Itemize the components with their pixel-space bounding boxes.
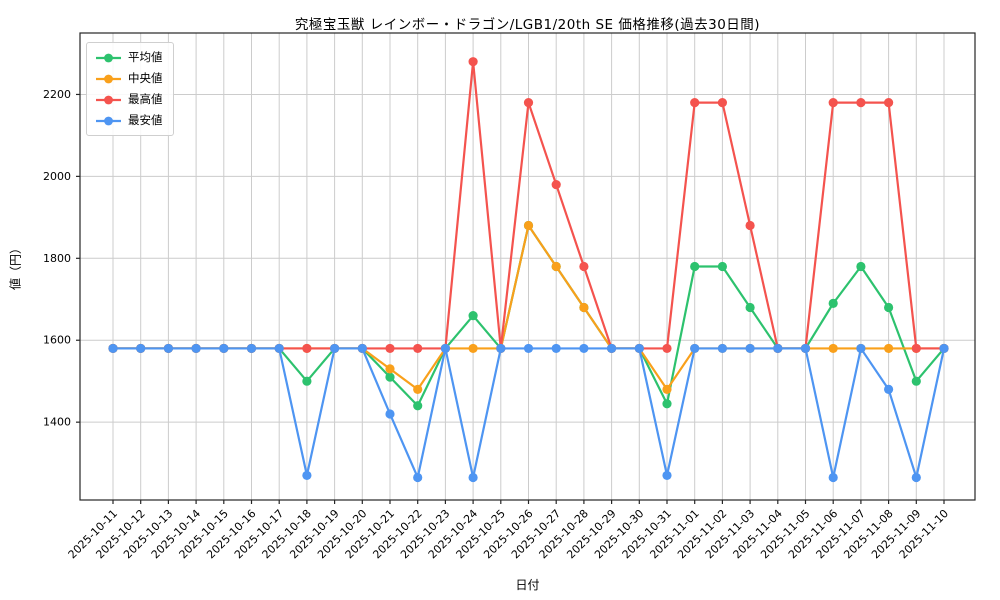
series-min-marker — [219, 343, 229, 354]
series-max-marker — [413, 343, 423, 354]
legend: 平均値中央値最高値最安値 — [86, 42, 174, 136]
series-min-marker — [856, 343, 866, 354]
series-max-marker — [302, 343, 312, 354]
series-max-marker — [884, 98, 894, 108]
series-avg-marker — [828, 298, 838, 308]
series-max-marker — [856, 98, 866, 108]
series-max-marker — [745, 220, 755, 231]
legend-marker-min — [96, 116, 121, 125]
series-max-marker — [468, 57, 478, 67]
series-median-marker — [413, 384, 423, 394]
series-avg-marker — [717, 261, 728, 272]
series-median-marker — [579, 302, 589, 313]
y-tick-label: 2000 — [43, 170, 71, 183]
y-tick-label: 1400 — [43, 416, 71, 429]
series-min-marker — [800, 343, 811, 354]
series-min-marker — [745, 343, 755, 354]
series-avg-marker — [745, 302, 755, 313]
legend-marker-max — [96, 95, 121, 104]
series-avg-marker — [662, 399, 672, 409]
series-min-marker — [108, 343, 118, 354]
series-median-marker — [468, 343, 478, 354]
series-max-marker — [717, 98, 728, 108]
series-min-marker — [440, 343, 450, 354]
series-min-marker — [385, 409, 395, 419]
series-min-marker — [496, 343, 506, 354]
series-min-marker — [662, 470, 672, 481]
series-min-marker — [717, 343, 728, 354]
series-avg-marker — [690, 261, 700, 272]
chart-title: 究極宝玉獣 レインボー・ドラゴン/LGB1/20th SE 価格推移(過去30日… — [294, 17, 761, 33]
legend-label-avg: 平均値 — [128, 50, 163, 64]
series-min-marker — [246, 343, 257, 354]
series-max-marker — [690, 98, 700, 108]
series-min-marker — [607, 343, 617, 354]
series-max-marker — [523, 98, 534, 108]
series-min-marker — [413, 472, 423, 483]
legend-marker-median — [96, 74, 121, 83]
legend-item-min: 最安値 — [95, 112, 163, 129]
series-max-marker — [551, 179, 561, 190]
y-tick-label: 1600 — [43, 334, 71, 347]
series-min-marker — [468, 472, 478, 483]
series-min-marker — [911, 472, 921, 483]
series-min-marker — [939, 343, 949, 354]
series-min-marker — [579, 343, 589, 354]
series-avg-marker — [385, 372, 395, 382]
series-min-marker — [274, 343, 284, 354]
series-min-marker — [634, 343, 644, 354]
series-max-marker — [385, 343, 395, 354]
series-min-marker — [357, 343, 367, 354]
legend-label-max: 最高値 — [128, 92, 163, 106]
legend-marker-avg — [96, 53, 121, 62]
series-avg-marker — [468, 311, 478, 321]
legend-item-avg: 平均値 — [95, 49, 163, 66]
series-median-marker — [551, 261, 561, 272]
series-avg-marker — [302, 376, 312, 386]
series-min-marker — [191, 343, 201, 354]
series-min-marker — [136, 343, 146, 354]
series-avg-marker — [856, 261, 866, 272]
series-median-marker — [828, 343, 838, 354]
series-avg-marker — [911, 376, 921, 386]
series-min-marker — [773, 343, 783, 354]
series-max-marker — [662, 343, 672, 354]
series-min-marker — [330, 343, 340, 354]
plot-frame — [79, 32, 976, 501]
series-min-marker — [163, 343, 173, 354]
series-min-marker — [884, 384, 894, 394]
y-tick-label: 1800 — [43, 252, 71, 265]
series-min-marker — [523, 343, 534, 354]
legend-item-median: 中央値 — [95, 70, 163, 87]
legend-label-median: 中央値 — [128, 71, 163, 85]
legend-item-max: 最高値 — [95, 91, 163, 108]
series-median-marker — [385, 364, 395, 374]
series-max-marker — [579, 261, 589, 272]
legend-label-min: 最安値 — [128, 113, 163, 127]
series-min-marker — [551, 343, 561, 354]
series-min-marker — [828, 472, 838, 483]
series-max-marker — [828, 98, 838, 108]
y-tick-label: 2200 — [43, 88, 71, 101]
series-min-marker — [690, 343, 700, 354]
series-avg-marker — [413, 401, 423, 411]
x-axis-label: 日付 — [515, 578, 540, 592]
series-avg-marker — [884, 302, 894, 313]
series-median-marker — [662, 384, 672, 394]
series-median-marker — [884, 343, 894, 354]
series-min-marker — [302, 470, 312, 481]
series-max-marker — [911, 343, 921, 354]
series-median-marker — [523, 220, 534, 231]
